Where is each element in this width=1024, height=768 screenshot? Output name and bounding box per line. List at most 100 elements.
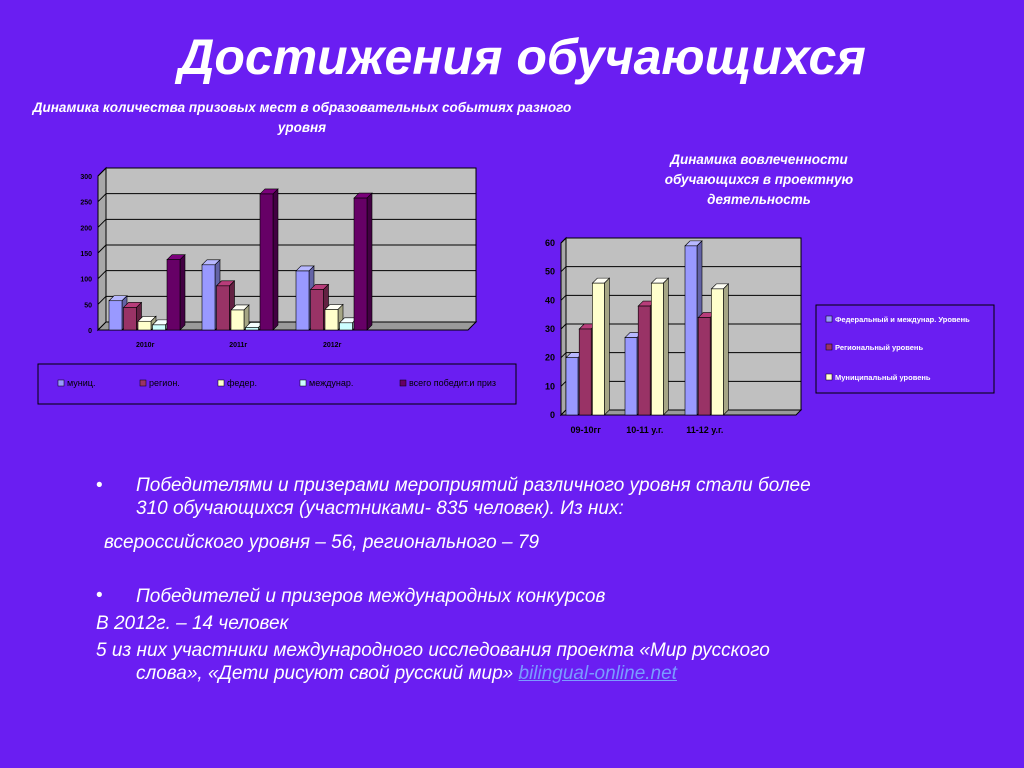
y-tick-label: 20 — [545, 353, 555, 363]
bar-2-3-side — [352, 317, 358, 331]
bar-2-0-top — [295, 265, 315, 272]
bar-1-1-top — [215, 280, 236, 287]
bar-0-1 — [122, 301, 143, 331]
x-category-label: 2011г — [229, 342, 247, 349]
bar-1-2-side — [243, 304, 250, 331]
bar-0-4-top — [166, 254, 186, 260]
bar-1-0 — [624, 331, 643, 416]
bar-0-3-top — [151, 319, 172, 326]
chart2-title: Динамика вовлеченности обучающихся в про… — [664, 152, 854, 207]
research-text: слова», «Дети рисуют свой русский мир» — [136, 663, 519, 684]
paragraph-winners-line1: Победителями и призерами мероприятий раз… — [136, 475, 811, 496]
bar-1-0-top — [201, 259, 221, 266]
bar-2-2-side — [723, 283, 729, 416]
bar-1-2-top — [650, 277, 670, 284]
bar-1-2-top — [230, 304, 250, 311]
y-tick-label: 10 — [545, 381, 555, 391]
y-tick-label: 0 — [88, 328, 92, 335]
legend-box — [37, 363, 517, 405]
bar-0-0-side — [121, 295, 128, 331]
bar-1-4-front — [259, 193, 274, 331]
bar-0-3-side — [165, 319, 171, 331]
x-category-label: 2010г — [136, 342, 155, 349]
paragraph-winners-line2: 310 обучающихся (участниками- 835 челове… — [136, 498, 624, 519]
gridline-side — [97, 244, 107, 254]
legend-swatch — [139, 379, 147, 387]
bar-2-1 — [309, 283, 330, 331]
bar-0-2-side — [150, 315, 157, 331]
bar-1-2 — [650, 277, 670, 416]
bar-0-1-top — [578, 323, 597, 330]
bar-2-0-side — [308, 265, 315, 331]
legend-swatch — [299, 379, 307, 387]
bar-2-1-side — [709, 311, 716, 416]
bar-2-2 — [710, 283, 730, 416]
paragraph-research-line1: 5 из них участники международного исслед… — [96, 640, 770, 661]
bar-1-4-top — [259, 188, 279, 195]
bar-2-1-front — [697, 317, 711, 416]
bar-2-3 — [338, 317, 359, 331]
y-tick-label: 0 — [550, 410, 555, 420]
gridline-side — [560, 294, 567, 301]
paragraph-2012: В 2012г. – 14 человек — [96, 613, 289, 634]
bar-2-4-top — [353, 192, 373, 199]
bar-0-2-top — [137, 315, 157, 322]
y-tick-label: 30 — [545, 324, 555, 334]
bar-0-4-front — [166, 259, 181, 331]
legend-label: муниц. — [67, 378, 95, 388]
bar-0-4-side — [179, 253, 186, 331]
x-category-label: 09-10гг — [571, 425, 602, 435]
bar-2-2-front — [711, 288, 724, 416]
bar-2-1-side — [323, 283, 329, 331]
plot-back-wall — [105, 167, 477, 323]
y-tick-label: 250 — [80, 200, 92, 207]
bar-0-0-side — [577, 351, 584, 416]
bar-2-2 — [324, 303, 344, 331]
legend-swatch — [399, 379, 407, 387]
gridline-side — [560, 237, 567, 244]
x-category-label: 2012г — [323, 342, 342, 349]
bar-1-3-front — [245, 327, 259, 331]
legend-label: Муниципальный уровень — [835, 373, 931, 382]
bar-1-4-side — [272, 188, 279, 331]
bar-0-1-side — [136, 301, 142, 331]
bar-0-0-top — [565, 352, 584, 358]
bar-1-2-front — [651, 282, 664, 416]
y-tick-label: 200 — [80, 225, 92, 232]
gridline-side — [560, 266, 567, 273]
bar-0-1 — [578, 323, 597, 416]
gridline-side — [560, 352, 567, 359]
bar-1-3 — [244, 321, 265, 331]
bar-2-0-top — [684, 240, 703, 247]
bar-2-4-front — [353, 197, 368, 331]
bar-2-0 — [295, 265, 315, 331]
legend-label: Региональный уровень — [835, 343, 923, 352]
y-tick-label: 40 — [545, 295, 555, 305]
legend-swatch — [825, 315, 833, 323]
y-tick-label: 300 — [80, 174, 92, 181]
bilingual-online-link[interactable]: bilingual-online.net — [518, 663, 677, 684]
bar-1-4 — [259, 188, 279, 331]
bar-0-4 — [166, 253, 186, 331]
bar-2-4-side — [366, 192, 373, 331]
bar-2-1-top — [309, 284, 330, 290]
bar-0-0-front — [108, 300, 123, 331]
legend-label: Федеральный и междунар. Уровень — [835, 315, 970, 324]
bar-2-4 — [353, 192, 373, 331]
bar-0-0-top — [108, 295, 128, 302]
bar-2-0-front — [295, 270, 310, 331]
bar-2-3-front — [339, 322, 353, 331]
gridline-side — [97, 218, 107, 228]
bullet-1: • — [96, 475, 103, 496]
gridline-side — [560, 323, 567, 330]
plot-side-wall — [560, 236, 567, 417]
y-tick-label: 50 — [84, 302, 92, 309]
slide-title: Достижения обучающихся — [178, 29, 866, 85]
paragraph-international: Победителей и призеров международных кон… — [136, 586, 606, 607]
bar-0-3-front — [152, 324, 166, 331]
bar-2-0-front — [684, 245, 698, 416]
bar-2-2-top — [710, 283, 730, 290]
bullet-2: • — [96, 585, 103, 606]
bar-1-1-side — [649, 300, 656, 416]
y-tick-label: 60 — [545, 238, 555, 248]
